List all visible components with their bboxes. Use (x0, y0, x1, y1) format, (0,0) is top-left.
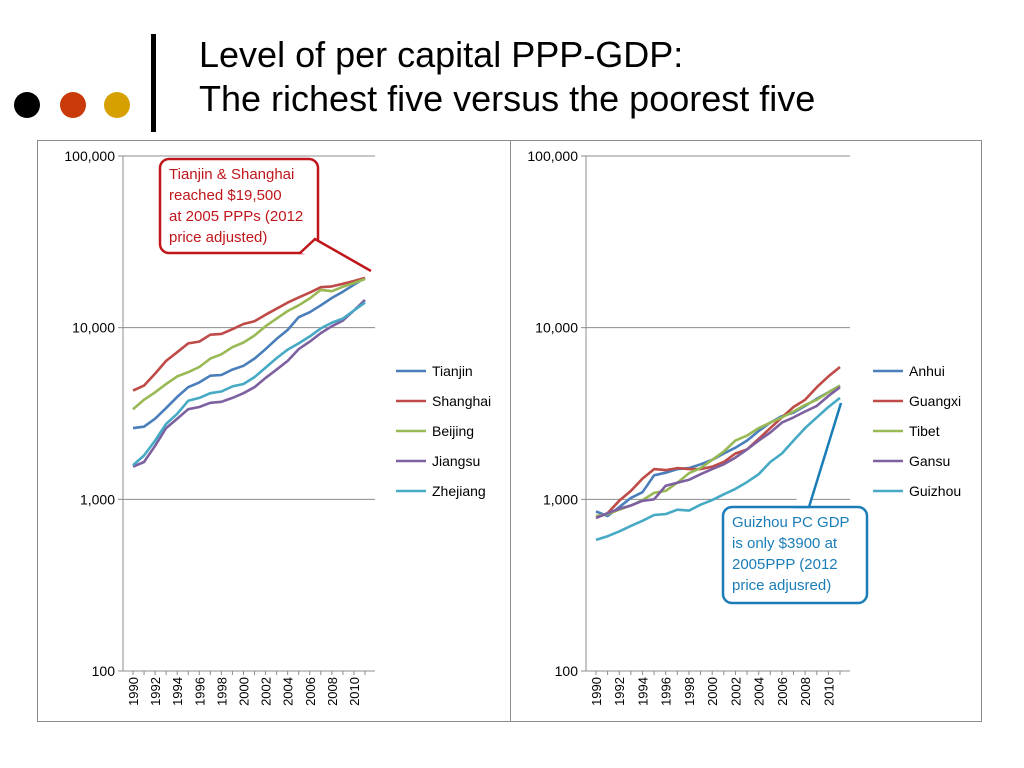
y-tick-label: 10,000 (535, 320, 578, 336)
callout-pointer (299, 237, 372, 273)
richest-five-chart: 100 1,000 10,000 100,000 1990 1992 1994 1996 199… (64, 148, 491, 706)
series-line-shanghai (132, 276, 366, 392)
x-tick-label: 2004 (752, 677, 767, 706)
x-tick-label: 1994 (635, 677, 650, 706)
x-tick-label: 1996 (659, 677, 674, 706)
callout-text-line: price adjusred) (732, 577, 831, 594)
x-tick-label: 2010 (347, 677, 362, 706)
x-tick-label: 1992 (612, 677, 627, 706)
legend-label-tibet: Tibet (909, 423, 940, 439)
x-tick-label: 1998 (682, 677, 697, 706)
series-line-gansu (595, 386, 841, 520)
series-line-zhejiang (132, 301, 366, 467)
x-tick-label: 2008 (798, 677, 813, 706)
x-tick-label: 2002 (259, 677, 274, 706)
y-tick-label: 1,000 (80, 491, 115, 507)
y-tick-label: 100,000 (64, 148, 115, 164)
poorest-five-chart: 100 1,000 10,000 100,000 1990 1992 1994 1996 199… (527, 148, 961, 706)
callout-box (158, 157, 320, 255)
x-tick-label: 1994 (170, 677, 185, 706)
x-tick-label: 1990 (589, 677, 604, 706)
x-tick-label: 1998 (214, 677, 229, 706)
x-tick-label: 2000 (236, 677, 251, 706)
callout-text-line: Tianjin & Shanghai (169, 166, 294, 183)
x-tick-label: 1992 (148, 677, 163, 706)
legend-label-zhejiang: Zhejiang (432, 483, 486, 499)
gold-dot-icon (104, 92, 130, 118)
series-line-jiangsu (132, 299, 366, 468)
legend-label-anhui: Anhui (909, 363, 945, 379)
y-tick-label: 100,000 (527, 148, 578, 164)
legend-label-jiangsu: Jiangsu (432, 453, 480, 469)
x-tick-label: 2004 (281, 677, 296, 706)
chart-panel-poorest: 100 1,000 10,000 100,000 1990 1992 1994 1996 199… (510, 140, 982, 722)
series-line-guizhou (595, 396, 841, 542)
callout-text-line: Guizhou PC GDP (732, 514, 850, 531)
callout-pointer (793, 402, 843, 509)
y-tick-label: 10,000 (72, 320, 115, 336)
chart-panel-richest: 100 1,000 10,000 100,000 1990 1992 1994 1996 199… (37, 140, 511, 722)
legend-label-guizhou: Guizhou (909, 483, 961, 499)
x-tick-label: 1996 (192, 677, 207, 706)
legend-label-guangxi: Guangxi (909, 393, 961, 409)
callout-text-line: price adjusted) (169, 229, 267, 246)
y-tick-label: 100 (555, 663, 579, 679)
series-line-beijing (132, 277, 366, 411)
x-tick-label: 2006 (303, 677, 318, 706)
legend-label-shanghai: Shanghai (432, 393, 491, 409)
black-dot-icon (14, 92, 40, 118)
y-tick-label: 1,000 (543, 491, 578, 507)
legend-label-beijing: Beijing (432, 423, 474, 439)
title-line-1: Level of per capital PPP-GDP: (199, 34, 684, 75)
series-line-guangxi (595, 365, 841, 520)
legend-label-gansu: Gansu (909, 453, 950, 469)
y-tick-label: 100 (92, 663, 116, 679)
callout-text-line: 2005PPP (2012 (732, 556, 838, 573)
callout-text-line: at 2005 PPPs (2012 (169, 208, 303, 225)
red-dot-icon (60, 92, 86, 118)
series-line-tianjin (132, 276, 366, 430)
slide-title: Level of per capital PPP-GDP: The riches… (199, 33, 815, 121)
x-tick-label: 2000 (705, 677, 720, 706)
title-divider (151, 34, 156, 132)
x-tick-label: 2006 (775, 677, 790, 706)
x-tick-label: 2010 (821, 677, 836, 706)
x-tick-label: 2002 (728, 677, 743, 706)
title-line-2: The richest five versus the poorest five (199, 78, 816, 119)
x-tick-label: 2008 (325, 677, 340, 706)
legend-label-tianjin: Tianjin (432, 363, 473, 379)
callout-text-line: is only $3900 at (732, 535, 838, 552)
x-tick-label: 1990 (126, 677, 141, 706)
callout-text-line: reached $19,500 (169, 187, 282, 204)
